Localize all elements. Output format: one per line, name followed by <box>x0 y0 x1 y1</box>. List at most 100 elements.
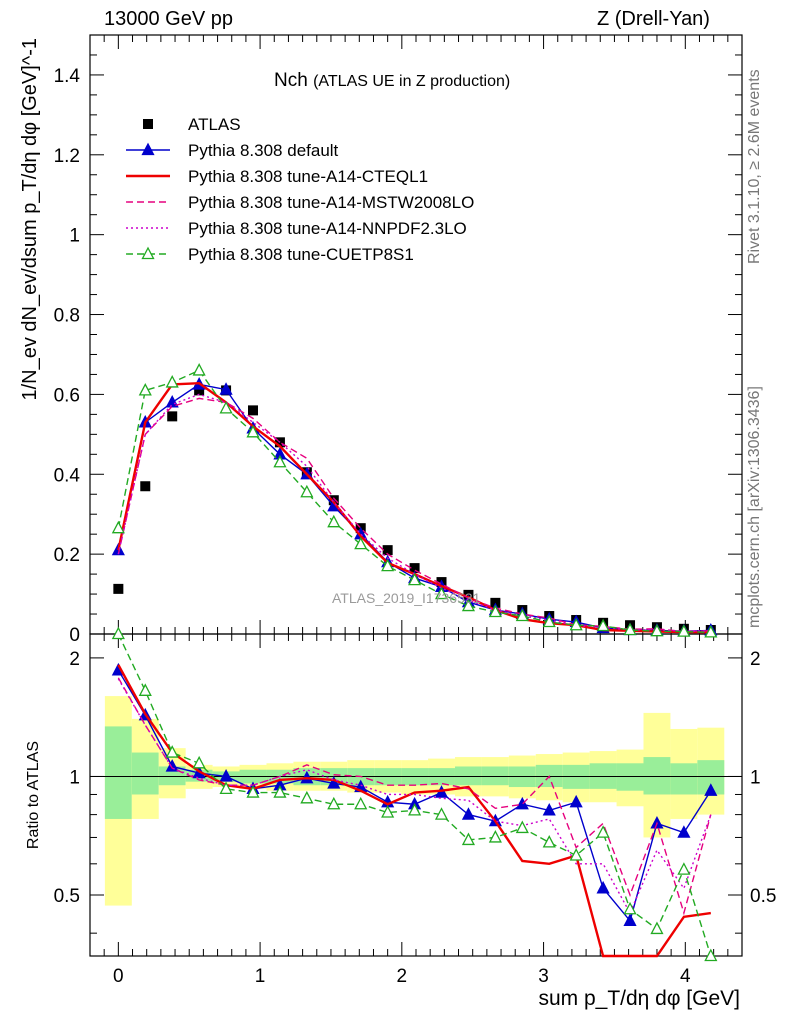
data-point <box>219 781 233 795</box>
data-point <box>138 683 152 696</box>
data-point <box>434 807 449 820</box>
y-tick-label: 1.4 <box>54 66 81 87</box>
x-tick-label: 1 <box>255 966 266 987</box>
data-point <box>300 484 314 498</box>
data-point <box>596 880 610 894</box>
data-point <box>381 805 395 818</box>
data-point <box>167 411 178 422</box>
data-point <box>246 424 260 438</box>
y-tick-label: 0.6 <box>54 385 80 406</box>
ratio-y-tick-label: 1 <box>69 767 80 788</box>
legend-item: Pythia 8.308 tune-CUETP8S1 <box>126 245 414 264</box>
data-point <box>138 383 152 396</box>
data-point <box>141 142 155 156</box>
data-point <box>165 394 179 408</box>
ratio-series <box>117 677 712 916</box>
data-point <box>542 835 556 848</box>
data-point <box>165 759 179 772</box>
data-point <box>248 405 258 416</box>
data-point <box>354 796 368 810</box>
x-tick-label: 3 <box>538 966 549 987</box>
ratio-series <box>117 664 711 958</box>
data-point <box>219 769 233 782</box>
data-point <box>461 832 476 846</box>
data-point <box>327 796 341 810</box>
data-point <box>677 862 691 875</box>
data-point <box>219 382 233 395</box>
data-point <box>461 807 476 820</box>
data-point <box>434 586 449 600</box>
data-point <box>141 246 155 260</box>
ratio-band-inner <box>481 766 509 786</box>
data-point <box>542 802 556 816</box>
data-point <box>300 790 314 804</box>
data-point <box>623 901 637 915</box>
legend-item: Pythia 8.308 tune-A14-NNPDF2.3LO <box>126 219 467 238</box>
ratio-axis-label: Ratio to ATLAS <box>25 741 42 849</box>
ratio-band-inner <box>616 763 644 791</box>
axes-frame: 0 1 2 3 4 0 0.2 0.4 0.6 0.8 1 1.2 1.4 0.5 0.5 1 1 2 2 sum p… <box>19 34 776 1010</box>
legend-item: Pythia 8.308 tune-A14-MSTW2008LO <box>126 193 474 212</box>
data-point <box>143 119 153 129</box>
data-point <box>596 618 610 632</box>
ratio-y-tick-label: 2 <box>69 649 80 670</box>
data-point <box>354 536 368 550</box>
rivet-version-note: Rivet 3.1.10, ≥ 2.6M events <box>746 69 763 264</box>
data-point <box>704 948 718 962</box>
chart-subtitle: (ATLAS UE in Z production) <box>313 73 511 90</box>
data-point <box>515 796 529 810</box>
legend-label: Pythia 8.308 tune-A14-CTEQL1 <box>188 167 428 186</box>
y-tick-label: 0.2 <box>54 545 80 566</box>
data-point <box>409 563 420 574</box>
legend-label: Pythia 8.308 default <box>188 141 339 160</box>
data-point <box>192 755 206 769</box>
data-point <box>246 785 260 798</box>
ratio-band-inner <box>643 757 671 795</box>
ratio-y-tick-label-right: 1 <box>750 767 761 788</box>
x-axis-label: sum p_T/dη dφ [GeV] <box>538 987 740 1010</box>
y-tick-label: 1.2 <box>54 146 80 167</box>
data-point <box>677 624 691 637</box>
data-point <box>382 545 393 556</box>
data-point <box>192 363 206 376</box>
x-tick-label: 2 <box>397 966 408 987</box>
data-point <box>165 375 179 388</box>
data-point <box>515 608 529 622</box>
data-point <box>596 825 610 838</box>
ratio-band-inner <box>104 726 132 819</box>
data-point <box>327 776 341 789</box>
data-point <box>113 583 124 594</box>
ratio-series-line <box>117 664 711 958</box>
chart-title: Nch (ATLAS UE in Z production) <box>274 70 510 92</box>
legend-item: Pythia 8.308 default <box>126 141 339 160</box>
data-point <box>488 830 502 843</box>
data-point <box>488 604 502 618</box>
legend: ATLAS Pythia 8.308 default Pythia 8.308 tu… <box>126 115 474 264</box>
ratio-series-line <box>117 678 712 915</box>
data-point <box>219 400 233 414</box>
analysis-watermark: ATLAS_2019_I1736531 <box>332 590 481 606</box>
data-point <box>111 626 125 640</box>
data-point <box>569 794 583 808</box>
data-point <box>273 454 287 468</box>
data-point <box>704 625 718 638</box>
ratio-series <box>117 678 712 915</box>
legend-label: ATLAS <box>188 115 241 134</box>
data-point <box>650 921 664 935</box>
data-point <box>461 598 476 612</box>
data-point <box>408 802 422 816</box>
data-point <box>111 520 125 534</box>
energy-label: 13000 GeV pp <box>104 8 233 30</box>
legend-item: Pythia 8.308 tune-A14-CTEQL1 <box>126 167 428 186</box>
main-series <box>111 363 718 638</box>
ratio-y-tick-label-right: 2 <box>750 649 761 670</box>
series-layer <box>111 363 718 962</box>
y-tick-label: 0.8 <box>54 306 80 327</box>
data-point <box>704 783 718 796</box>
data-point <box>327 514 341 528</box>
data-point <box>569 617 583 631</box>
legend-label: Pythia 8.308 tune-CUETP8S1 <box>188 245 414 264</box>
data-point <box>515 820 529 834</box>
main-series-line <box>117 393 711 632</box>
